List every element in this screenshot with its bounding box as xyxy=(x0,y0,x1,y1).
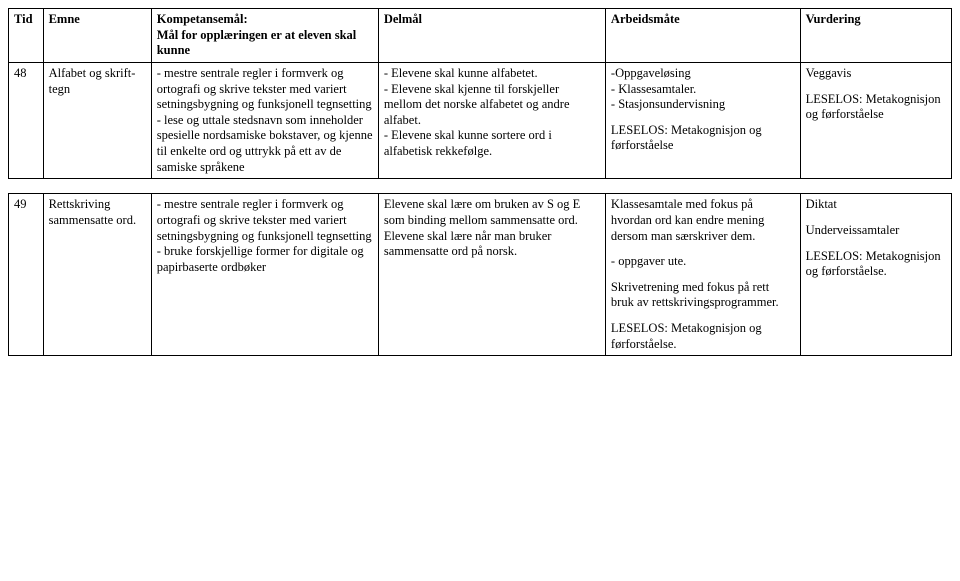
cell-komp: - mestre sentrale regler i formverk og o… xyxy=(151,62,378,178)
table-row: 48 Alfabet og skrift-tegn - mestre sentr… xyxy=(9,62,952,178)
header-emne: Emne xyxy=(43,9,151,63)
table-row: 49 Rettskriving sammensatte ord. - mestr… xyxy=(9,194,952,356)
header-vurd: Vurdering xyxy=(800,9,951,63)
cell-delm: Elevene skal lære om bruken av S og E so… xyxy=(378,194,605,356)
cell-komp: - mestre sentrale regler i formverk og o… xyxy=(151,194,378,356)
header-arb: Arbeidsmåte xyxy=(605,9,800,63)
curriculum-table: Tid Emne Kompetansemål:Mål for opplæring… xyxy=(8,8,952,356)
table-header-row: Tid Emne Kompetansemål:Mål for opplæring… xyxy=(9,9,952,63)
header-komp: Kompetansemål:Mål for opplæringen er at … xyxy=(151,9,378,63)
cell-arb: Klassesamtale med fokus på hvordan ord k… xyxy=(605,194,800,356)
cell-vurd: DiktatUnderveissamtalerLESELOS: Metakogn… xyxy=(800,194,951,356)
header-tid: Tid xyxy=(9,9,44,63)
cell-arb: -Oppgaveløsing- Klassesamtaler.- Stasjon… xyxy=(605,62,800,178)
cell-vurd: VeggavisLESELOS: Metakognisjon og førfor… xyxy=(800,62,951,178)
cell-delm: - Elevene skal kunne alfabetet.- Elevene… xyxy=(378,62,605,178)
cell-tid: 48 xyxy=(9,62,44,178)
cell-tid: 49 xyxy=(9,194,44,356)
cell-emne: Rettskriving sammensatte ord. xyxy=(43,194,151,356)
cell-emne: Alfabet og skrift-tegn xyxy=(43,62,151,178)
gap-row xyxy=(9,179,952,194)
header-delm: Delmål xyxy=(378,9,605,63)
